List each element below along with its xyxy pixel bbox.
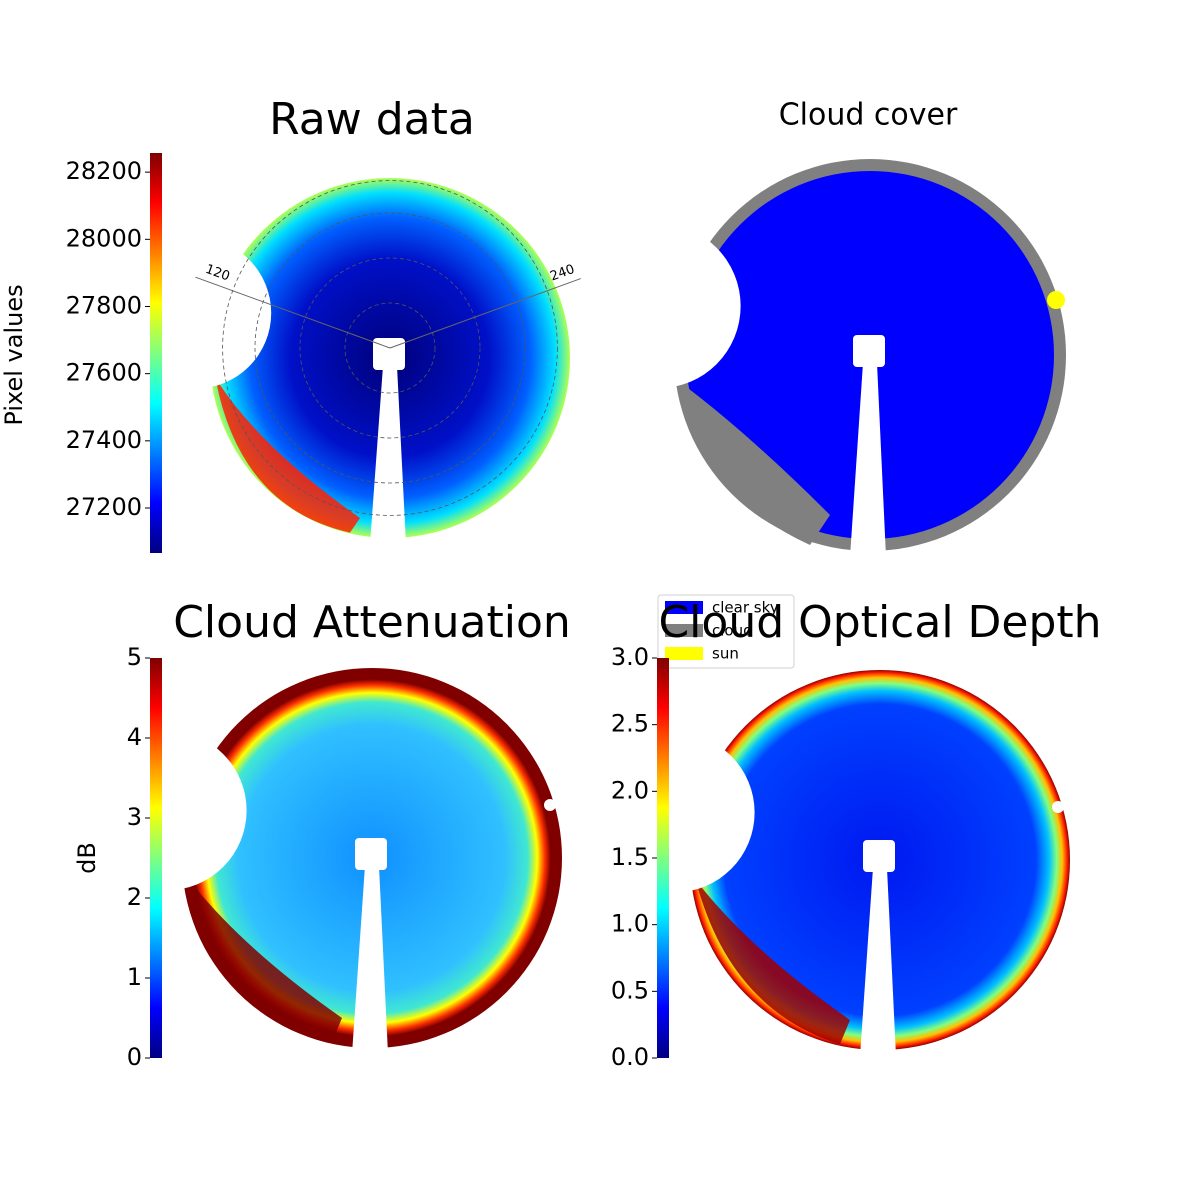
camera-arm [373,338,405,370]
colorbar-tick-label: 1.5 [611,843,649,871]
polar-grid [299,257,481,439]
colorbar-tick-label: 5 [127,643,142,671]
colorbar-tick-label: 3 [127,803,142,831]
camera-arm [853,335,885,367]
panel-title: Cloud Attenuation [173,597,571,648]
horizon-cut [576,223,741,389]
azimuth-line [195,276,391,349]
mast [860,868,896,1056]
sun [1047,291,1065,309]
colorbar-tick-label: 28200 [66,157,142,185]
colorbar-tick-label: 2.5 [611,710,649,738]
colorbar-tick-label: 0 [127,1043,142,1071]
colorbar-tick-label: 27200 [66,493,142,521]
panel-title: Raw data [269,94,475,145]
panel-title: Cloud cover [779,98,958,133]
colorbar [657,658,669,1058]
legend-swatch [665,647,703,660]
colorbar-tick-label: 2 [127,883,142,911]
polar-grid [344,302,436,394]
colorbar-label: Pixel values [0,284,28,425]
legend-swatch [665,601,703,614]
colorbar [150,658,162,1058]
legend-label: cloud [712,622,753,640]
sun-mask [544,799,556,811]
camera-arm [863,840,895,872]
sky-image [595,670,1070,1056]
sky-image [87,668,562,1054]
legend-label: sun [712,645,739,663]
horizon-cut [595,732,755,893]
legend-swatch [665,624,703,637]
horizon-cut [120,237,272,389]
colorbar-tick-label: 27400 [66,426,142,454]
azimuth-line [389,276,585,349]
colorbar-tick-label: 2.0 [611,776,649,804]
colorbar-tick-label: 27800 [66,291,142,319]
mast [850,363,886,557]
sky-image [576,159,1066,557]
colorbar-tick-label: 3.0 [611,643,649,671]
legend-label: clear sky [712,599,779,617]
colorbar-tick-label: 1 [127,963,142,991]
sun-mask [1052,801,1064,813]
mast [352,866,388,1054]
cloud-patch [683,385,830,545]
cloud-patch [215,378,360,533]
cloud-patch [187,878,342,1043]
colorbar-tick-label: 0.0 [611,1043,649,1071]
colorbar-tick-label: 4 [127,723,142,751]
horizon-cut [87,730,247,891]
polar-grid [222,180,558,516]
sky-image [120,178,570,544]
colorbar-label: dB [73,842,101,874]
polar-grid [254,212,526,484]
cloud-patch [695,880,850,1045]
colorbar-tick-label: 0.5 [611,976,649,1004]
camera-arm [355,838,387,870]
panel-title: Cloud Optical Depth [658,597,1101,648]
mast [370,366,406,544]
colorbar-tick-label: 27600 [66,359,142,387]
colorbar [150,153,162,553]
colorbar-tick-label: 28000 [66,224,142,252]
colorbar-tick-label: 1.0 [611,910,649,938]
